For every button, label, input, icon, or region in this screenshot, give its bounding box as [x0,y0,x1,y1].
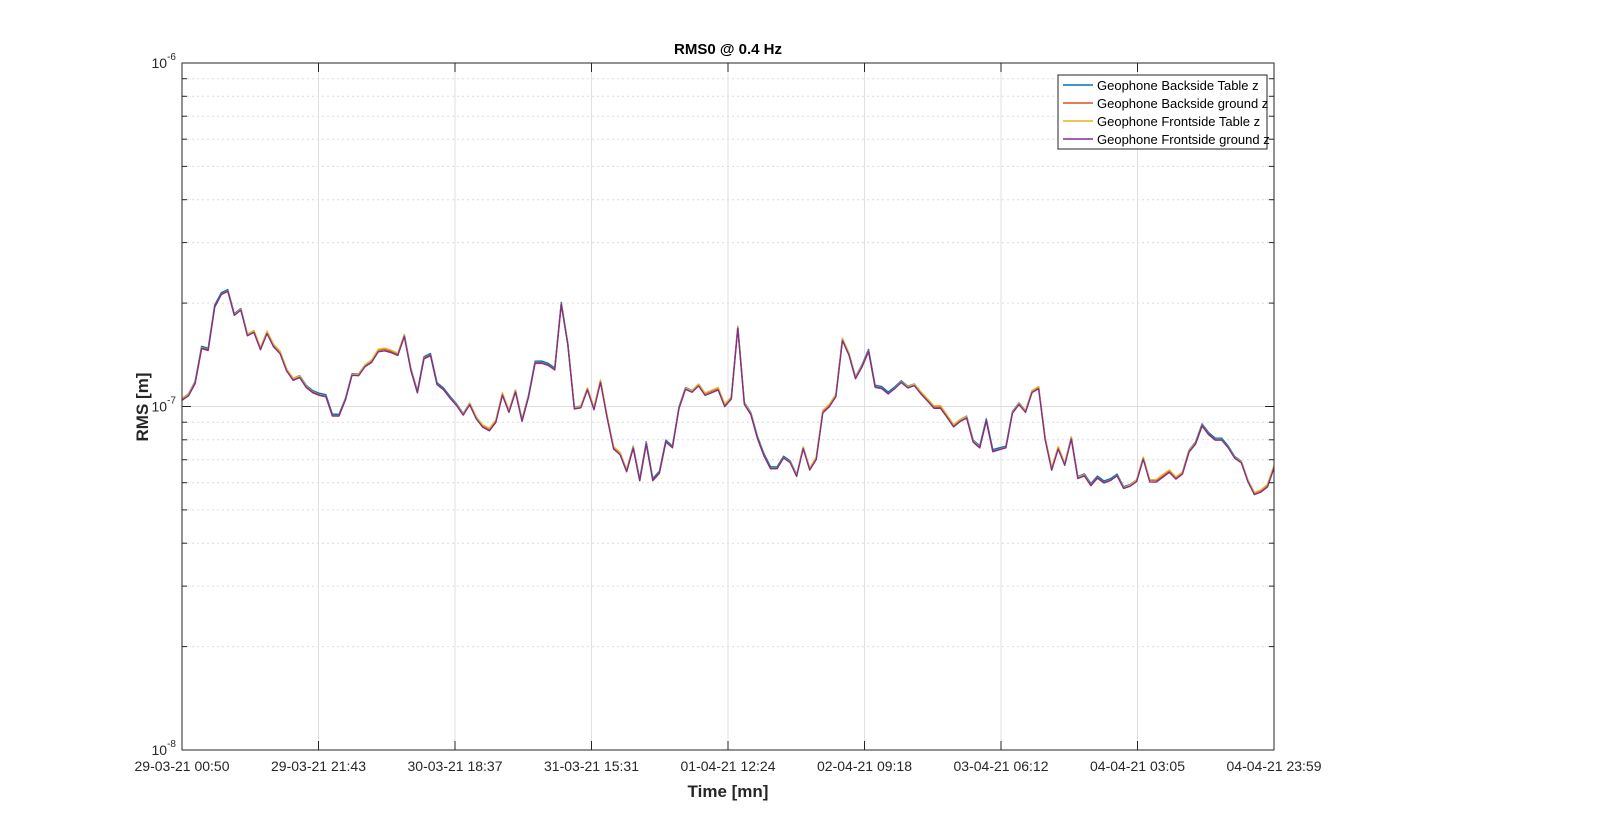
plot-frame [181,62,1275,751]
x-tick-labels: 29-03-21 00:50 29-03-21 21:43 30-03-21 18:… [135,758,1322,774]
x-tick-label: 29-03-21 21:43 [271,758,366,774]
legend-entry-label: Geophone Backside ground z [1097,96,1268,111]
legend-box [1057,74,1268,150]
legend-entry-label: Geophone Frontside ground z [1097,132,1270,147]
major-grid [182,62,1274,751]
x-tick-label: 01-04-21 12:24 [681,758,776,774]
x-tick-label: 04-04-21 03:05 [1090,758,1185,774]
x-tick-label: 30-03-21 18:37 [408,758,503,774]
legend: Geophone Backside Table z Geophone Backsi… [1057,74,1270,150]
y-tick-label: 10-8 [152,739,177,758]
x-tick-label: 04-04-21 23:59 [1227,758,1322,774]
x-tick-label: 29-03-21 00:50 [135,758,230,774]
y-tick-labels: 10-8 10-7 10-6 [152,52,177,758]
chart-title: RMS0 @ 0.4 Hz [674,41,782,58]
y-tick-label: 10-6 [152,52,177,71]
x-axis-label: Time [mn] [688,782,769,801]
series-lines [181,288,1275,496]
y-tick-label: 10-7 [152,396,177,415]
legend-entry-label: Geophone Backside Table z [1097,78,1259,93]
x-tick-label: 02-04-21 09:18 [817,758,912,774]
legend-entry-label: Geophone Frontside Table z [1097,114,1260,129]
x-tick-label: 31-03-21 15:31 [544,758,639,774]
series-line [181,290,1275,496]
x-tick-label: 03-04-21 06:12 [954,758,1049,774]
y-axis-label: RMS [m] [133,373,152,442]
